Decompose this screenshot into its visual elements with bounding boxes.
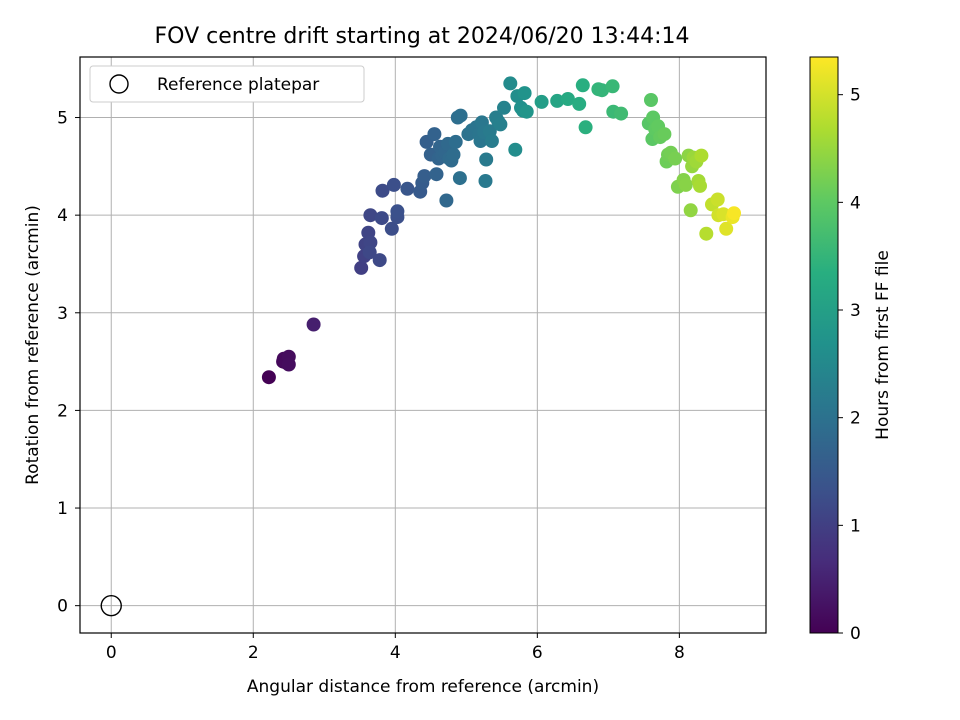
colorbar-label: Hours from first FF file xyxy=(873,250,893,440)
x-axis-label: Angular distance from reference (arcmin) xyxy=(247,677,599,697)
scatter-point xyxy=(508,142,523,157)
scatter-point xyxy=(693,178,707,193)
legend: Reference platepar xyxy=(89,65,365,103)
scatter-point xyxy=(363,208,378,223)
scatter-point xyxy=(417,169,432,184)
y-tick-label: 0 xyxy=(57,597,68,617)
scatter-point xyxy=(362,245,377,260)
chart-title: FOV centre drift starting at 2024/06/20 … xyxy=(155,24,690,49)
scatter-point xyxy=(452,171,467,186)
plot-area-frame xyxy=(79,56,767,634)
scatter-point xyxy=(614,106,629,121)
reference-marker-layer xyxy=(100,594,122,617)
scatter-point xyxy=(644,93,658,107)
legend-marker-open-circle xyxy=(109,74,129,94)
scatter-point xyxy=(503,76,518,91)
y-tick-label: 5 xyxy=(57,109,68,129)
scatter-point xyxy=(446,147,461,162)
scatter-point xyxy=(727,206,741,221)
scatter-point xyxy=(375,183,390,198)
reference-platepar-marker xyxy=(100,594,122,617)
x-tick-label: 4 xyxy=(390,643,401,663)
scatter-point xyxy=(719,221,734,236)
scatter-point xyxy=(560,92,575,106)
scatter-point xyxy=(281,357,296,372)
x-tick-label: 6 xyxy=(532,643,543,663)
colorbar-tick-label: 0 xyxy=(850,624,861,644)
colorbar-tick-label: 1 xyxy=(850,516,861,536)
grid-lines xyxy=(80,57,766,633)
scatter-point xyxy=(484,134,499,148)
y-tick-label: 2 xyxy=(57,401,68,421)
y-tick-label: 4 xyxy=(57,206,68,226)
scatter-point xyxy=(386,177,401,192)
scatter-point xyxy=(261,370,276,385)
scatter-point xyxy=(595,83,609,98)
scatter-point xyxy=(605,79,620,94)
colorbar-ticks: 0 1 2 3 4 5 xyxy=(838,86,861,644)
y-tick-label: 3 xyxy=(57,304,68,324)
colorbar xyxy=(809,56,839,634)
x-tick-label: 2 xyxy=(248,643,259,663)
scatter-point xyxy=(479,152,494,167)
scatter-point xyxy=(572,96,587,111)
scatter-point xyxy=(453,108,468,123)
legend-entry: Reference platepar xyxy=(157,75,319,95)
colorbar-tick-label: 3 xyxy=(850,301,861,321)
data-points xyxy=(261,76,741,385)
scatter-point xyxy=(678,177,693,192)
x-tick-label: 0 xyxy=(106,643,117,663)
x-tick-label: 8 xyxy=(674,643,685,663)
scatter-point xyxy=(478,174,493,188)
scatter-point xyxy=(578,120,593,135)
legend-box xyxy=(89,65,365,103)
scatter-point xyxy=(439,193,454,208)
scatter-point xyxy=(429,167,444,182)
colorbar-tick-label: 2 xyxy=(850,409,861,429)
scatter-point xyxy=(306,317,321,332)
scatter-point xyxy=(354,260,369,275)
scatter-point xyxy=(390,204,405,219)
scatter-point xyxy=(497,100,511,115)
scatter-point xyxy=(372,253,387,268)
scatter-point xyxy=(699,226,714,241)
x-axis-ticks: 0 2 4 6 8 xyxy=(106,633,685,663)
scatter-point xyxy=(668,151,683,166)
scatter-point xyxy=(427,127,442,142)
scatter-point xyxy=(519,104,534,119)
scatter-point xyxy=(374,211,389,226)
scatter-point xyxy=(400,181,415,196)
y-axis-ticks: 0 1 2 3 4 5 xyxy=(57,109,80,617)
scatter-point xyxy=(384,221,399,236)
scatter-point xyxy=(657,127,672,142)
scatter-point xyxy=(517,86,532,101)
y-axis-label: Rotation from reference (arcmin) xyxy=(23,205,43,485)
scatter-point xyxy=(550,93,565,108)
colorbar-tick-label: 5 xyxy=(850,86,861,106)
scatter-point xyxy=(493,117,508,132)
scatter-point xyxy=(448,134,463,149)
scatter-point xyxy=(683,203,698,218)
scatter-point xyxy=(694,148,709,163)
scatter-point xyxy=(575,78,590,93)
colorbar-tick-label: 4 xyxy=(850,193,861,213)
scatter-point xyxy=(710,192,725,207)
y-tick-label: 1 xyxy=(57,499,68,519)
scatter-point xyxy=(534,94,549,109)
